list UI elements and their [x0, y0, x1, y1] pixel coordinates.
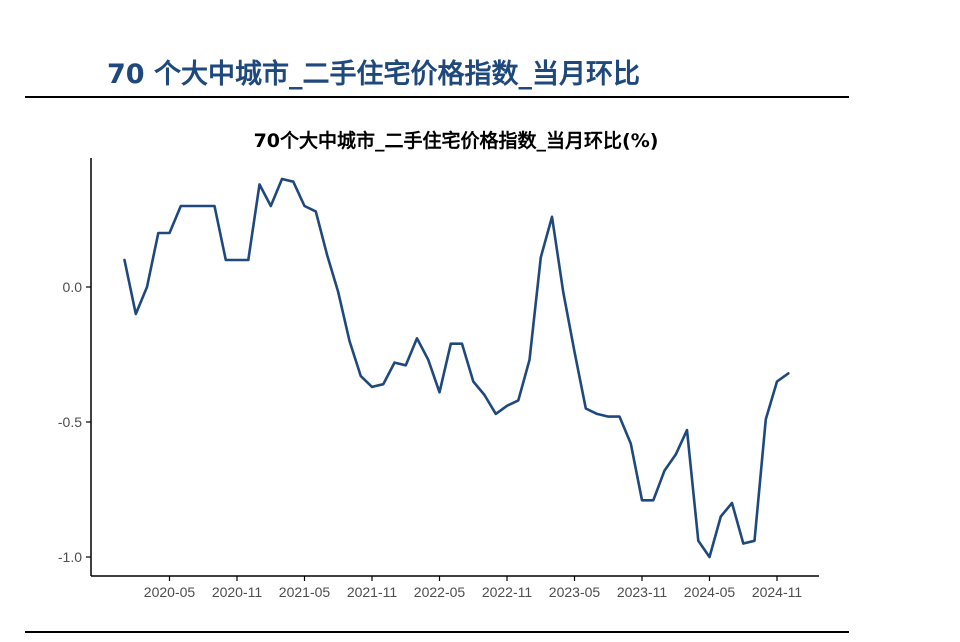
x-tick-label: 2024-05 — [684, 584, 736, 600]
top-divider — [25, 96, 849, 98]
x-tick-label: 2024-11 — [752, 584, 803, 600]
x-tick-label: 2021-05 — [279, 584, 331, 600]
chart-series — [123, 177, 790, 559]
x-tick-label: 2022-11 — [482, 584, 533, 600]
bottom-divider — [25, 631, 849, 633]
chart-title: 70个大中城市_二手住宅价格指数_当月环比(%) — [253, 130, 659, 152]
y-tick-label: 0.0 — [63, 279, 83, 295]
x-tick-label: 2023-11 — [617, 584, 668, 600]
x-tick-label: 2023-05 — [549, 584, 601, 600]
y-tick-label: -1.0 — [58, 549, 82, 565]
page-title: 70 个大中城市_二手住宅价格指数_当月环比 — [107, 59, 640, 90]
y-tick-label: -0.5 — [58, 414, 82, 430]
chart-axes — [90, 158, 819, 577]
y-axis-ticks: 0.0 -0.5 -1.0 — [58, 279, 91, 565]
x-tick-label: 2022-05 — [414, 584, 466, 600]
x-axis-ticks: 2020-05 2020-11 2021-05 2021-11 2022-05 2022-… — [144, 576, 803, 600]
x-tick-label: 2021-11 — [347, 584, 398, 600]
series-line — [123, 177, 790, 559]
x-tick-label: 2020-05 — [144, 584, 196, 600]
x-tick-label: 2020-11 — [212, 584, 263, 600]
